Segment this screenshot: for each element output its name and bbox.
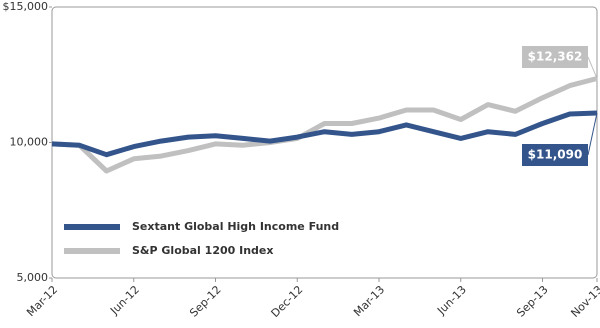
value-label: $12,362 <box>528 50 583 64</box>
series-line <box>51 110 598 158</box>
x-tick-label: Jun-13 <box>434 283 469 318</box>
x-tick-label: Mar-13 <box>351 283 387 319</box>
value-label: $11,090 <box>528 148 583 162</box>
x-tick-label: Nov-13 <box>568 283 600 320</box>
label-connector <box>587 112 598 156</box>
y-tick-label: $15,000 <box>3 0 49 13</box>
y-tick-label: 10,000 <box>10 136 49 149</box>
x-tick-label: Sep-12 <box>187 283 224 320</box>
plot-frame <box>51 6 598 279</box>
series-line <box>51 76 598 174</box>
x-tick-label: Sep-13 <box>514 283 551 320</box>
x-tick-label: Dec-12 <box>269 283 306 320</box>
value-label-box <box>522 144 588 166</box>
x-tick-label: Mar-12 <box>24 283 60 319</box>
label-connector <box>587 56 598 79</box>
x-tick-label: Jun-12 <box>107 283 142 318</box>
legend-label: S&P Global 1200 Index <box>132 244 273 257</box>
legend-label: Sextant Global High Income Fund <box>132 220 339 233</box>
y-tick-label: 5,000 <box>17 271 49 284</box>
value-label-box <box>522 46 588 68</box>
